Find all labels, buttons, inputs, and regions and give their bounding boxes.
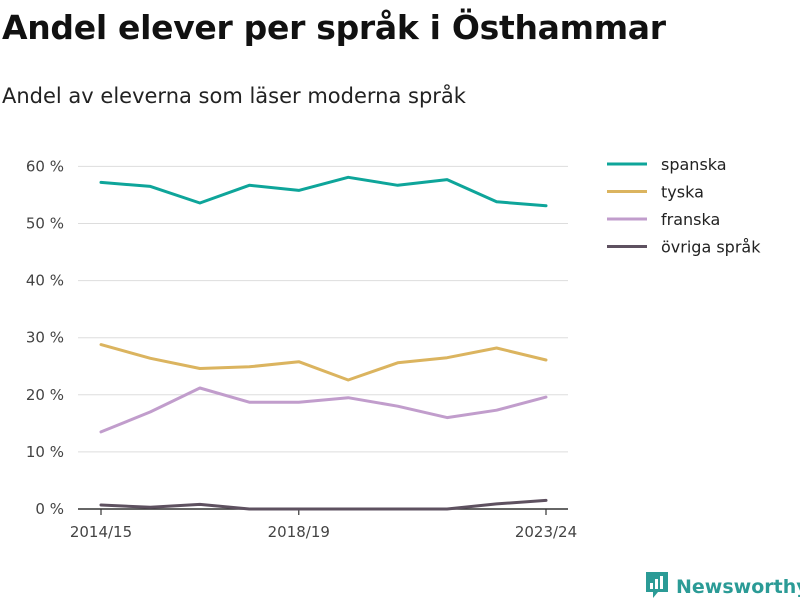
y-tick-label: 60 % — [26, 157, 64, 175]
newsworthy-logo-icon — [644, 570, 670, 604]
legend-label-spanska: spanska — [661, 155, 727, 174]
series-line-franska — [99, 386, 548, 434]
x-tick-label: 2018/19 — [268, 523, 330, 541]
grid-lines — [78, 165, 568, 510]
y-tick-label: 0 % — [35, 500, 64, 518]
y-axis-ticks: 0 % 10 % 20 % 30 % 40 % 50 % 60 % — [26, 157, 64, 518]
y-tick-label: 30 % — [26, 329, 64, 347]
series-line-spanska — [99, 175, 548, 208]
chart-subtitle: Andel av eleverna som läser moderna språ… — [2, 84, 466, 108]
x-tick-label: 2014/15 — [70, 523, 132, 541]
series-lines — [99, 175, 548, 511]
legend-label-franska: franska — [661, 210, 720, 229]
y-tick-label: 20 % — [26, 386, 64, 404]
y-tick-label: 50 % — [26, 215, 64, 233]
chart-title: Andel elever per språk i Östhammar — [2, 8, 666, 47]
series-line-tyska — [99, 343, 548, 382]
series-line-övriga-språk — [99, 498, 548, 511]
legend-label-tyska: tyska — [661, 183, 704, 202]
legend: spanska tyska franska övriga språk — [607, 155, 761, 257]
brand-logo: Newsworthy — [644, 570, 800, 604]
x-tick-label: 2023/24 — [515, 523, 577, 541]
legend-label-övriga-språk: övriga språk — [661, 238, 761, 257]
y-tick-label: 10 % — [26, 443, 64, 461]
x-axis-ticks: 2014/15 2018/19 2023/24 — [70, 509, 577, 541]
brand-name: Newsworthy — [676, 576, 800, 598]
y-tick-label: 40 % — [26, 272, 64, 290]
